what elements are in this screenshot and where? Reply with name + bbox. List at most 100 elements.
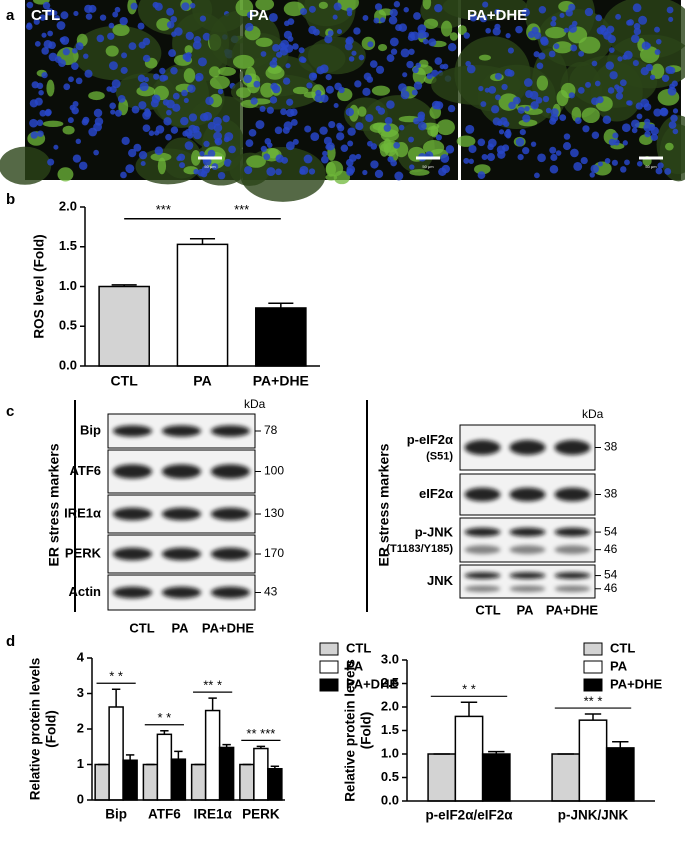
nucleus <box>180 116 189 126</box>
nucleus <box>58 59 66 68</box>
cytoplasm <box>440 20 453 37</box>
nucleus <box>355 153 362 160</box>
nucleus <box>355 122 364 131</box>
nucleus <box>29 118 38 128</box>
nucleus <box>535 96 543 104</box>
nucleus <box>142 124 151 132</box>
y-tick-label: 0 <box>77 791 84 806</box>
bar <box>218 746 235 801</box>
micrograph <box>431 0 685 182</box>
nucleus <box>632 59 639 67</box>
cytoplasm <box>292 86 309 95</box>
blot-band <box>161 586 202 599</box>
nucleus <box>531 26 539 35</box>
nucleus <box>631 127 638 134</box>
nucleus <box>654 49 661 56</box>
nucleus <box>570 148 579 158</box>
nucleus <box>285 141 295 151</box>
nucleus <box>248 129 257 137</box>
nucleus <box>108 22 115 29</box>
nucleus <box>328 120 336 129</box>
nucleus <box>165 133 172 141</box>
nucleus <box>260 51 267 57</box>
blot-row-label: ATF6 <box>69 463 101 478</box>
y-tick-label: 2 <box>77 720 84 735</box>
nucleus <box>327 30 334 36</box>
nucleus <box>643 123 652 132</box>
cytoplasm <box>105 45 119 57</box>
nucleus <box>73 10 79 17</box>
cytoplasm <box>337 0 359 11</box>
nucleus <box>654 26 660 33</box>
bar <box>170 758 187 801</box>
nucleus <box>106 86 112 92</box>
blot-row-label: IRE1α <box>64 505 101 520</box>
nucleus <box>245 139 254 148</box>
nucleus <box>367 41 374 48</box>
lane-label: PA+DHE <box>202 620 254 635</box>
nucleus <box>412 66 419 74</box>
nucleus <box>591 131 600 139</box>
bar <box>551 753 581 802</box>
legend-swatch <box>583 642 603 656</box>
blot-band <box>464 545 501 555</box>
panel-label: a <box>6 7 15 24</box>
nucleus <box>264 138 272 145</box>
nucleus <box>188 113 198 122</box>
nucleus <box>345 107 355 117</box>
blot-band <box>464 527 501 537</box>
cytoplasm <box>377 43 388 52</box>
nucleus <box>275 154 284 163</box>
nucleus <box>374 169 384 179</box>
cytoplasm <box>456 135 476 147</box>
nucleus <box>640 67 649 76</box>
y-tick-label: 1.5 <box>59 238 77 253</box>
cytoplasm <box>246 155 266 168</box>
nucleus <box>664 168 672 175</box>
nucleus <box>522 114 531 123</box>
cytoplasm <box>157 157 167 175</box>
blot-band <box>112 425 153 437</box>
cytoplasm <box>150 152 172 162</box>
image-label: CTL <box>31 7 60 24</box>
nucleus <box>314 94 323 103</box>
cytoplasm <box>42 120 64 128</box>
nucleus <box>650 133 658 141</box>
nucleus <box>292 138 299 145</box>
nucleus <box>166 109 172 116</box>
y-tick-label: 0.5 <box>59 318 77 333</box>
cytoplasm <box>639 134 653 145</box>
nucleus <box>60 11 69 20</box>
nucleus <box>142 111 151 120</box>
significance-label: *** <box>156 202 171 217</box>
legend-label: PA <box>610 658 628 673</box>
nucleus <box>41 47 49 55</box>
nucleus <box>325 73 332 81</box>
nucleus <box>266 106 274 114</box>
nucleus <box>553 43 560 50</box>
legend-label: PA+DHE <box>610 676 662 691</box>
nucleus <box>665 66 674 74</box>
blot-band <box>161 425 202 437</box>
nucleus <box>299 7 308 16</box>
nucleus <box>159 74 167 82</box>
nucleus <box>325 85 334 94</box>
nucleus <box>522 146 530 155</box>
nucleus <box>139 82 149 92</box>
nucleus <box>393 142 401 149</box>
nucleus <box>181 89 188 97</box>
nucleus <box>287 36 294 42</box>
nucleus <box>133 143 142 152</box>
nucleus <box>428 38 437 47</box>
nucleus <box>182 53 191 61</box>
blot-row-label: JNK <box>427 573 454 588</box>
nucleus <box>272 57 278 63</box>
nucleus <box>393 1 401 8</box>
cytoplasm <box>518 119 538 127</box>
y-tick-label: 2.5 <box>381 675 399 690</box>
bar <box>253 747 269 801</box>
blot-band <box>464 487 501 502</box>
nucleus <box>507 47 514 54</box>
blot-band <box>161 464 202 479</box>
